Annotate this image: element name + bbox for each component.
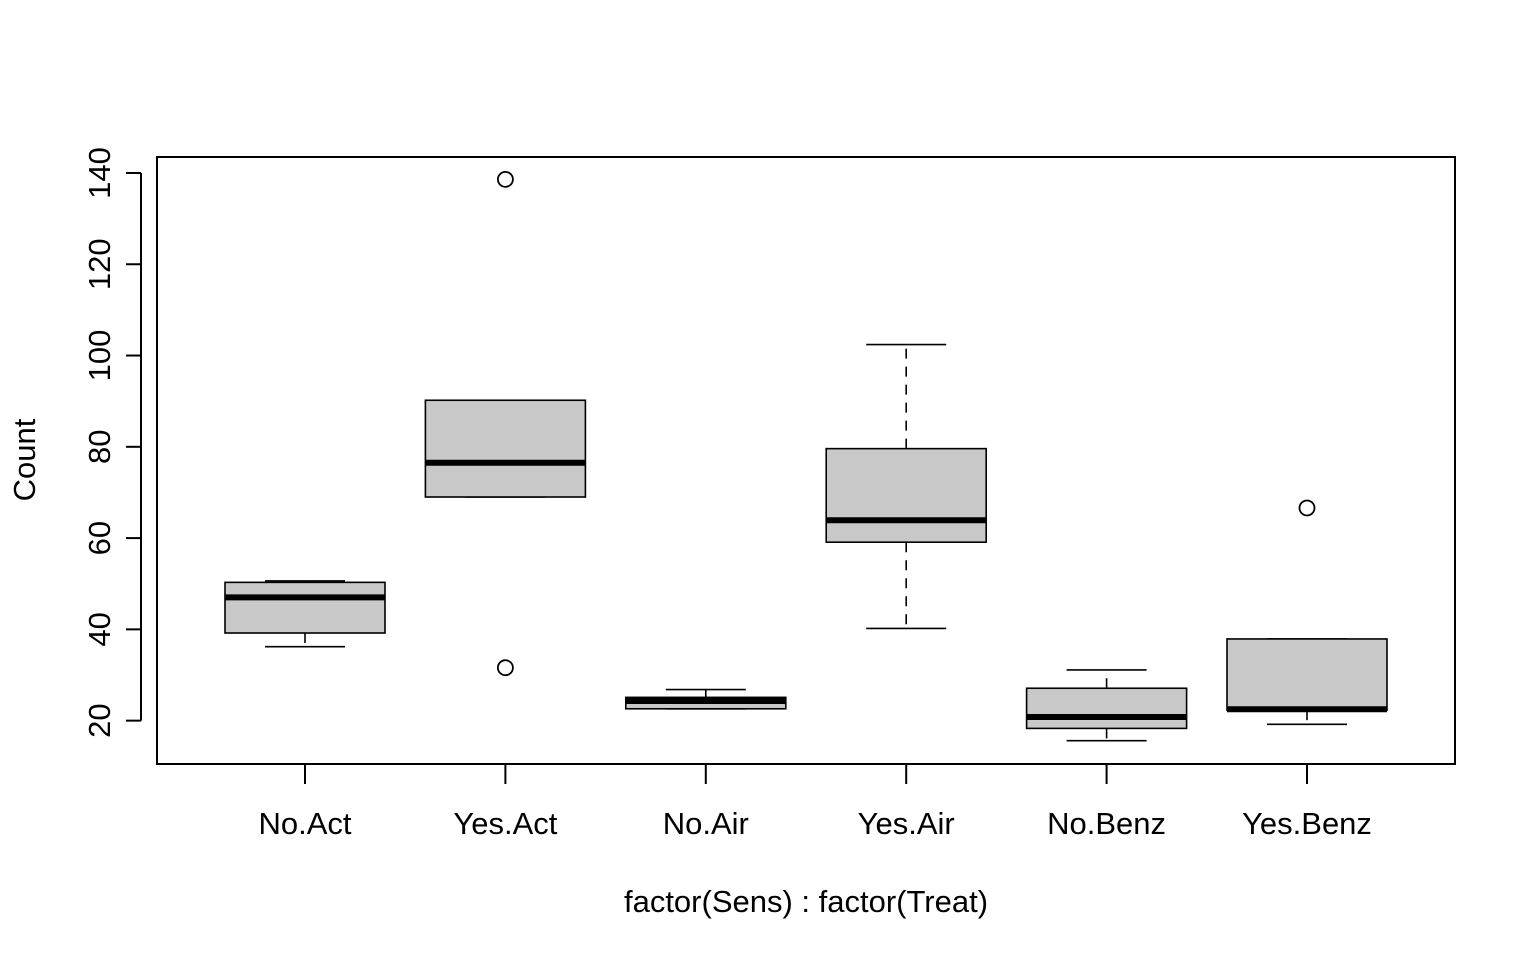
box-no-benz — [1025, 669, 1188, 742]
y-tick-label: 60 — [82, 521, 117, 555]
y-tick-label: 120 — [82, 238, 117, 290]
x-axis: No.Act Yes.Act No.Air Yes.Air No.Benz Yes.Ben… — [258, 764, 1372, 841]
x-tick-label: Yes.Benz — [1242, 806, 1372, 841]
outlier-point — [496, 170, 514, 188]
box-yes-act — [424, 170, 587, 677]
x-tick-label: No.Air — [663, 806, 749, 841]
y-tick-label: 40 — [82, 612, 117, 646]
box-yes-air — [825, 343, 988, 630]
box-body — [825, 447, 988, 543]
x-axis-title: factor(Sens) : factor(Treat) — [624, 884, 988, 919]
outlier-point — [496, 659, 514, 677]
x-tick-label: Yes.Air — [858, 806, 955, 841]
box-body — [1025, 687, 1188, 730]
y-axis: 20 40 60 80 100 120 140 — [82, 147, 142, 738]
x-tick-label: Yes.Act — [453, 806, 557, 841]
box-body — [1226, 638, 1388, 711]
x-tick-label: No.Act — [258, 806, 351, 841]
outlier-point — [1298, 499, 1316, 517]
boxes-layer — [224, 170, 1388, 742]
box-no-air — [624, 688, 787, 710]
y-tick-label: 20 — [82, 703, 117, 737]
y-axis-title: Count — [7, 418, 42, 501]
box-no-act — [224, 580, 386, 648]
box-body — [424, 399, 587, 498]
y-tick-label: 100 — [82, 330, 117, 382]
y-tick-label: 80 — [82, 430, 117, 464]
x-tick-label: No.Benz — [1047, 806, 1166, 841]
box-body — [224, 581, 386, 634]
y-tick-label: 140 — [82, 147, 117, 199]
plot-frame — [156, 156, 1456, 765]
box-yes-benz — [1226, 499, 1388, 726]
